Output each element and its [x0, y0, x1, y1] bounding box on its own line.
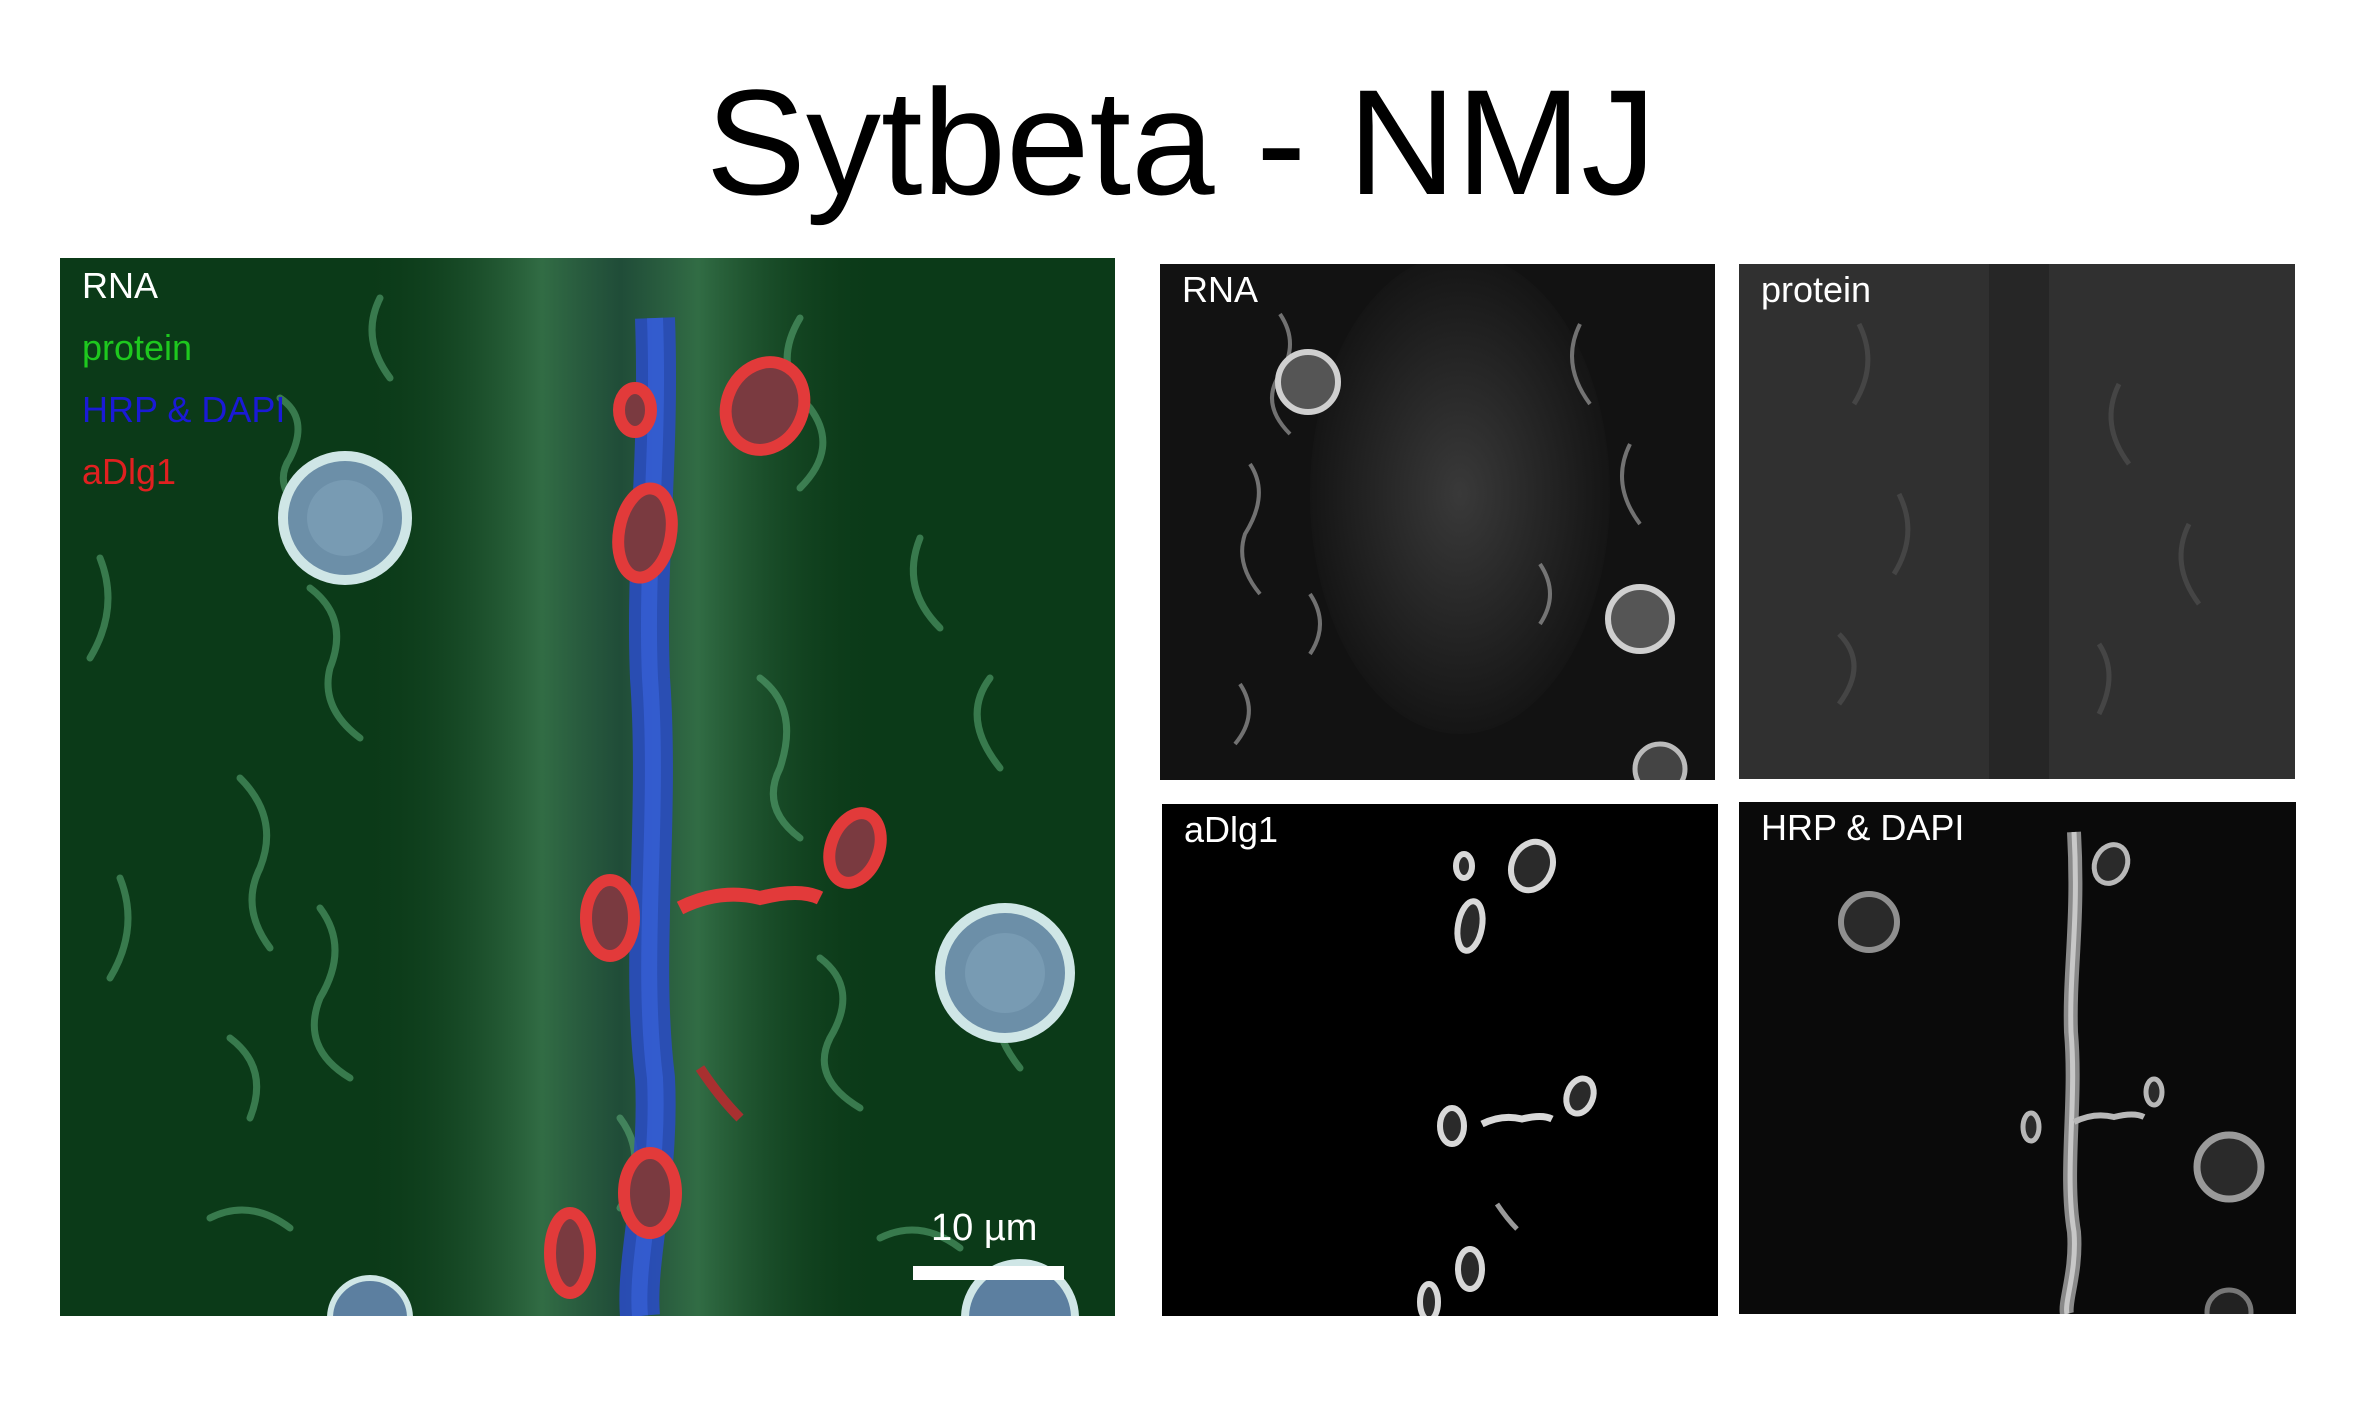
rna-panel-label: RNA: [1182, 269, 1259, 310]
adlg1-micrograph: [1162, 804, 1718, 1316]
merged-micrograph: [60, 258, 1115, 1316]
legend-rna: RNA: [82, 265, 159, 306]
protein-panel-label: protein: [1761, 269, 1872, 310]
legend-adlg1: aDlg1: [82, 451, 177, 492]
merged-image-panel: RNA protein HRP & DAPI aDlg1 10 µm: [60, 258, 1115, 1316]
protein-micrograph: [1739, 264, 2295, 779]
protein-channel-panel: protein: [1739, 264, 2295, 779]
legend-hrp-dapi: HRP & DAPI: [82, 389, 286, 430]
figure-title: Sytbeta - NMJ: [705, 58, 1657, 226]
hrp-dapi-micrograph: [1739, 802, 2296, 1314]
rna-channel-panel: RNA: [1160, 264, 1715, 780]
adlg1-panel-label: aDlg1: [1184, 809, 1279, 850]
legend-protein: protein: [82, 327, 193, 368]
hrp-dapi-channel-panel: HRP & DAPI: [1739, 802, 2296, 1314]
rna-micrograph: [1160, 264, 1715, 780]
hrp-dapi-panel-label: HRP & DAPI: [1761, 807, 1965, 848]
scale-bar: [913, 1266, 1064, 1280]
adlg1-channel-panel: aDlg1: [1162, 804, 1718, 1316]
scale-bar-label: 10 µm: [931, 1207, 1038, 1249]
